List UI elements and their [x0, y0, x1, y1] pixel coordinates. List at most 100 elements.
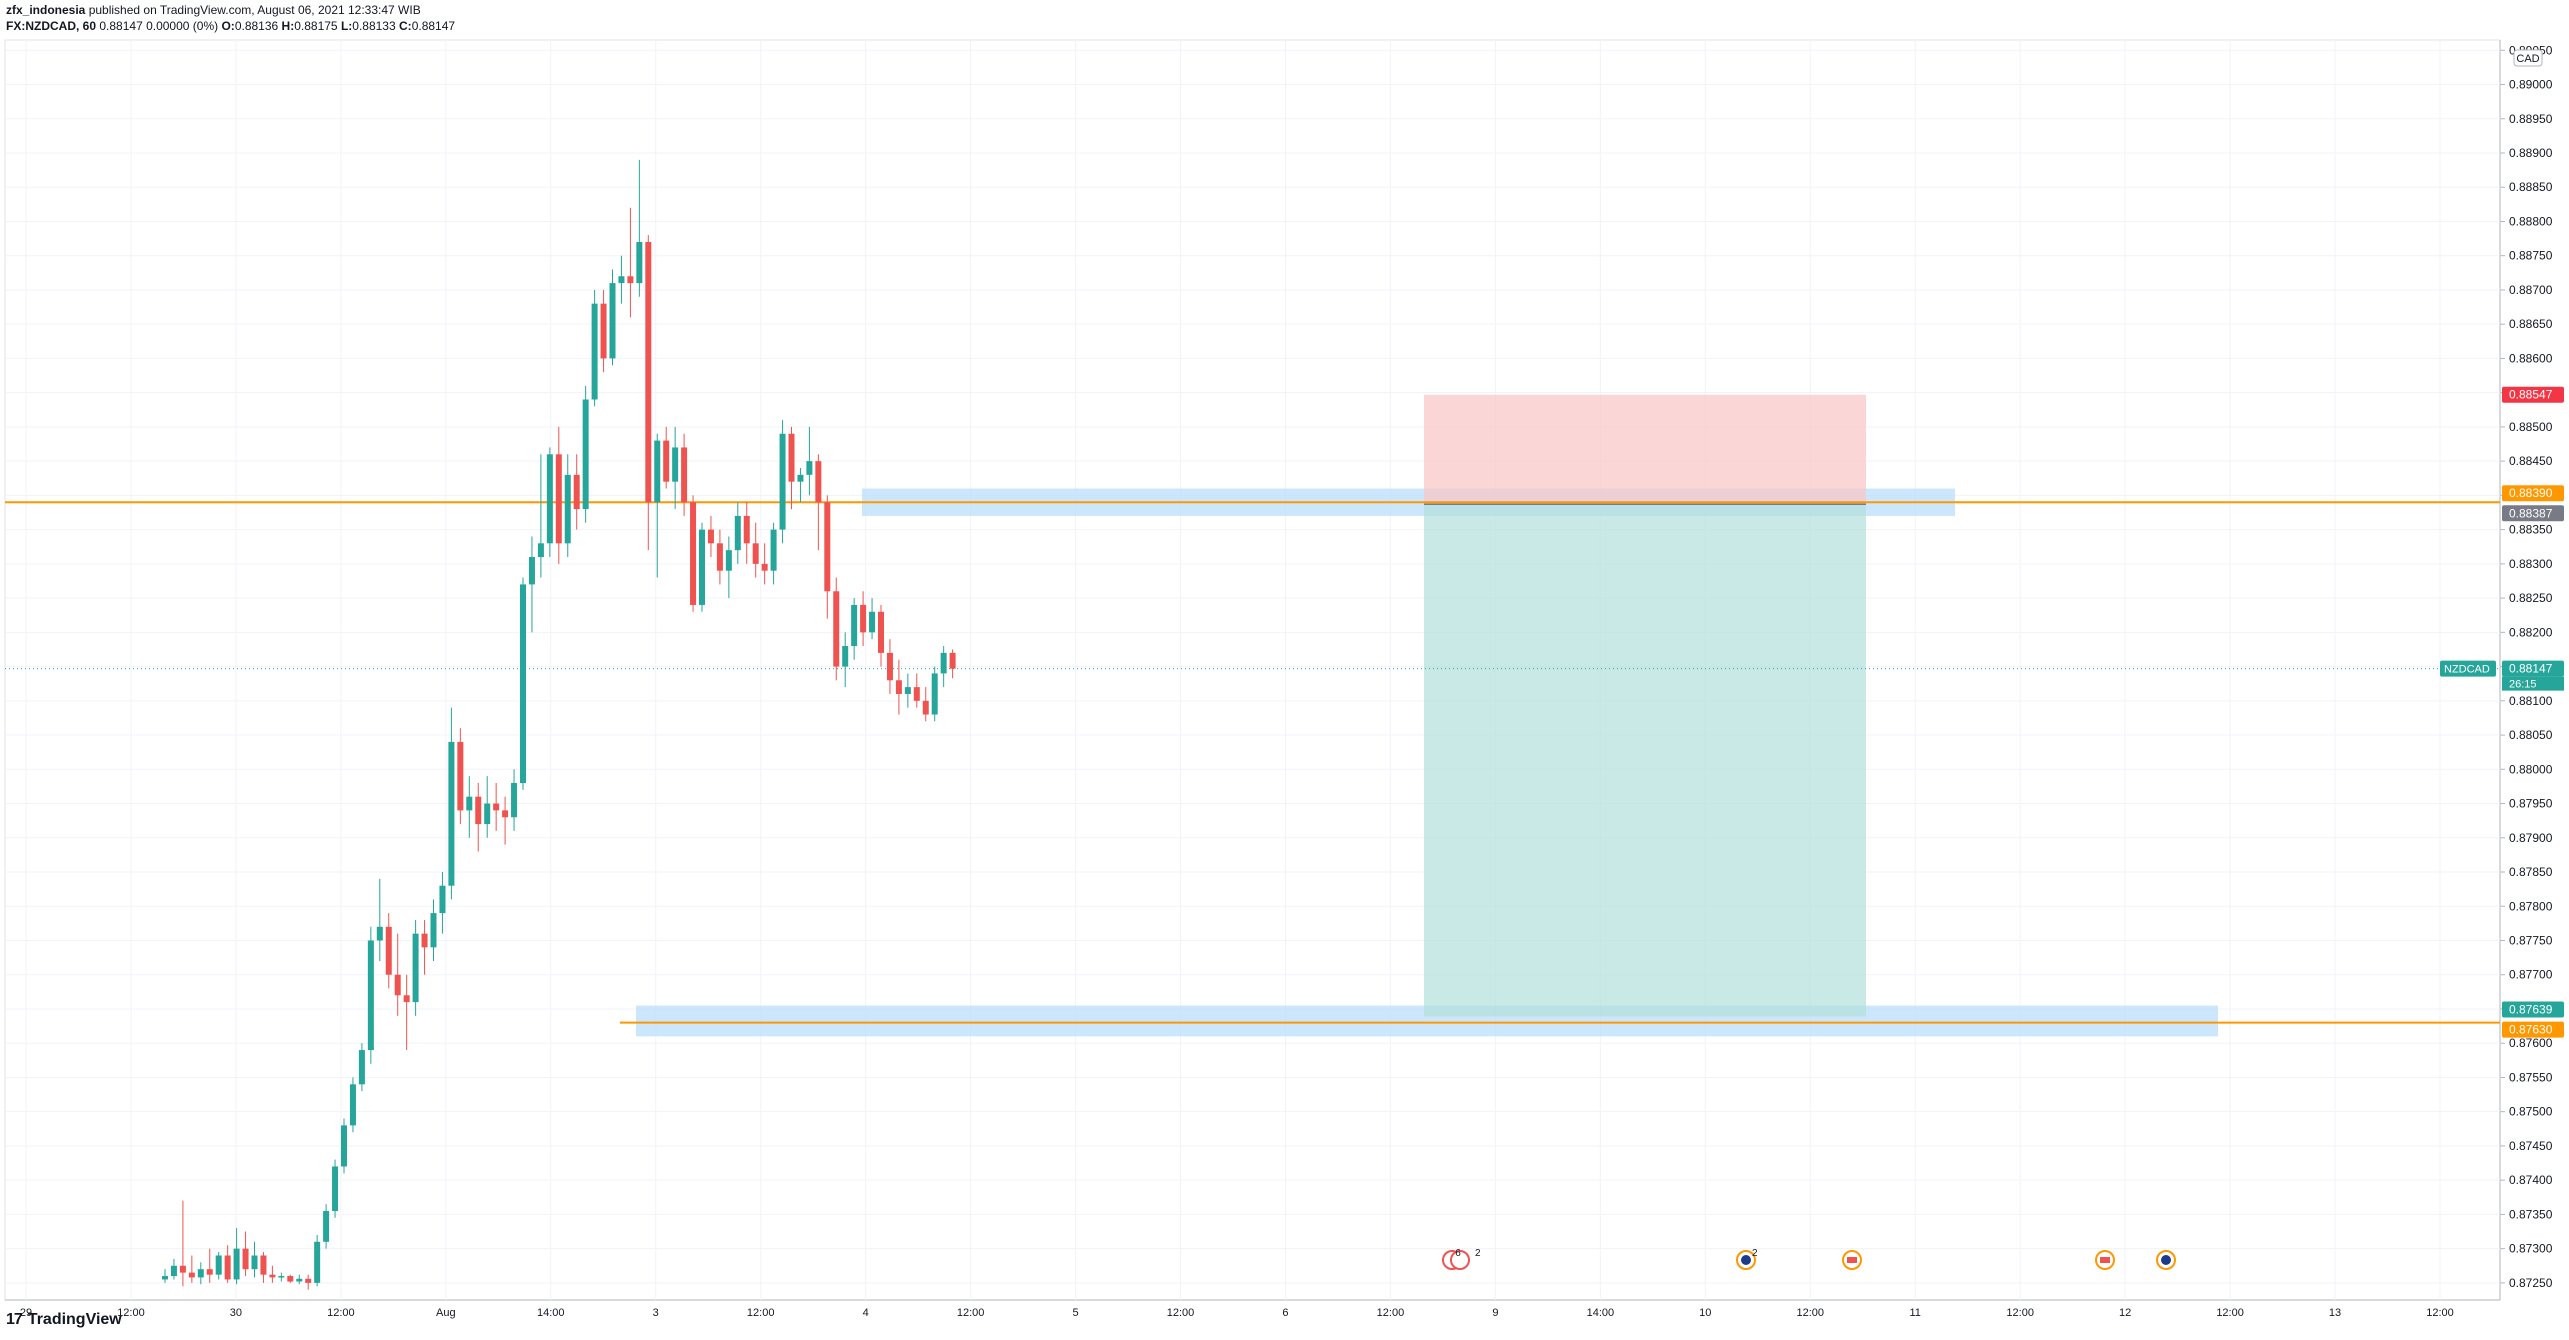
price-tick-label: 0.88850	[2509, 180, 2553, 194]
stop-loss-area[interactable]	[1424, 394, 1866, 505]
candle-body	[743, 515, 750, 544]
publisher-name[interactable]: zfx_indonesia	[6, 3, 86, 17]
time-tick-label: 12	[2119, 1307, 2131, 1319]
candle-body	[582, 399, 589, 510]
event-count-label: 6	[1455, 1248, 1461, 1259]
currency-badge: CAD	[2513, 49, 2543, 67]
price-tick-label: 0.87450	[2509, 1139, 2553, 1153]
publish-line: zfx_indonesia published on TradingView.c…	[6, 2, 1206, 18]
symbol-tag-label: NZDCAD	[2444, 664, 2490, 676]
candle-body	[305, 1278, 312, 1283]
symbol-interval[interactable]: FX:NZDCAD, 60	[6, 19, 97, 33]
time-tick-label: 6	[1282, 1307, 1288, 1319]
brand-name: TradingView	[27, 1311, 122, 1328]
price-tick-label: 0.87750	[2509, 933, 2553, 947]
candle-body	[761, 563, 768, 571]
low-label: L:	[340, 19, 353, 33]
ohlc-line: FX:NZDCAD, 60 0.88147 0.00000 (0%) O:0.8…	[6, 18, 1206, 34]
candle-body	[511, 782, 518, 818]
ca-flag-event-icon[interactable]	[1842, 1250, 1862, 1270]
price-tag-label: 0.88387	[2509, 506, 2553, 520]
candle-body	[546, 454, 553, 544]
nz-flag-event-icon[interactable]	[1736, 1250, 1756, 1270]
plot-frame	[4, 39, 2501, 1301]
candle-body	[654, 440, 661, 503]
candle-body	[251, 1255, 258, 1270]
candle-body	[600, 303, 607, 359]
high-value: 0.88175	[294, 19, 338, 33]
time-tick-label: 12:00	[747, 1307, 775, 1319]
price-axis[interactable]: 0.890500.890000.889500.889000.888500.888…	[2500, 43, 2553, 1290]
currency-label: CAD	[2516, 53, 2539, 65]
candle-body	[949, 652, 956, 669]
price-tick-label: 0.88050	[2509, 728, 2553, 742]
footer-brand: 17 TradingView	[6, 1308, 122, 1332]
event-markers[interactable]: 6 2 2	[1442, 1248, 2176, 1270]
candle-body	[188, 1272, 195, 1278]
price-tick-label: 0.87900	[2509, 831, 2553, 845]
price-tag: 0.87630	[2502, 1021, 2564, 1038]
price-tag: 0.88387	[2502, 505, 2564, 522]
candles	[162, 159, 956, 1290]
nz-flag-event-icon[interactable]	[2156, 1250, 2176, 1270]
candle-body	[412, 933, 419, 1003]
horizontal-levels[interactable]	[5, 501, 2500, 1024]
price-tag: 0.88390	[2502, 485, 2564, 502]
time-tick-label: 29	[20, 1307, 32, 1319]
price-tag-box	[2502, 505, 2564, 522]
time-tick-label: 3	[653, 1307, 659, 1319]
price-tag-label: 0.88390	[2509, 486, 2553, 500]
candle-body	[734, 515, 741, 551]
time-tick-label: 30	[230, 1307, 242, 1319]
ca-flag-event-icon[interactable]	[2095, 1250, 2115, 1270]
high-label: H:	[281, 19, 295, 33]
candle-body	[278, 1276, 285, 1278]
candle-body	[179, 1265, 186, 1273]
price-tag-box	[2502, 1021, 2564, 1038]
tradingview-logo-icon: 17	[6, 1311, 23, 1328]
candle-body	[448, 741, 455, 886]
price-tag-box	[2502, 1001, 2564, 1018]
price-tick-label: 0.87250	[2509, 1276, 2553, 1290]
symbol-tag-box	[2440, 660, 2496, 677]
candle-body	[842, 646, 849, 667]
candle-body	[537, 543, 544, 558]
take-profit-area[interactable]	[1424, 504, 1866, 1017]
ca-flag-icon	[2100, 1257, 2110, 1263]
time-tick-label: 5	[1073, 1307, 1079, 1319]
price-tick-label: 0.88650	[2509, 317, 2553, 331]
candle-body	[367, 940, 374, 1051]
time-tick-label: 12:00	[957, 1307, 985, 1319]
time-tick-label: 13	[2329, 1307, 2341, 1319]
short-position-tool[interactable]	[1424, 394, 1866, 1017]
candle-body	[439, 885, 446, 914]
candle-body	[645, 242, 652, 503]
candle-body	[815, 461, 822, 503]
time-tick-label: 12:00	[1796, 1307, 1824, 1319]
candle-body	[457, 741, 464, 811]
price-tick-label: 0.87500	[2509, 1105, 2553, 1119]
candle-body	[690, 502, 697, 605]
nz-flag-icon	[1741, 1255, 1751, 1265]
time-tick-label: 4	[863, 1307, 869, 1319]
economic-event-icon[interactable]	[1450, 1250, 1470, 1270]
price-tick-label: 0.88450	[2509, 454, 2553, 468]
candle-body	[341, 1125, 347, 1167]
candle-body	[197, 1269, 204, 1278]
time-tick-label: 14:00	[537, 1307, 565, 1319]
candle-body	[663, 440, 670, 482]
price-tick-label: 0.88500	[2509, 420, 2553, 434]
candle-body	[886, 652, 893, 681]
time-axis[interactable]: 29 12:00 30 12:00 Aug 14:00 3 12:00 4 12:00 5 12:00…	[20, 1307, 2454, 1319]
candle-body	[215, 1255, 222, 1275]
candle-body	[904, 687, 911, 694]
candle-body	[752, 543, 759, 564]
candle-body	[323, 1210, 330, 1242]
time-tick-label: 11	[1910, 1307, 1921, 1319]
candle-body	[528, 557, 535, 585]
price-tick-label: 0.88750	[2509, 249, 2553, 263]
candle-body	[430, 913, 437, 948]
time-tick-label: 12:00	[1167, 1307, 1195, 1319]
price-tag-label: 0.88147	[2509, 662, 2553, 676]
